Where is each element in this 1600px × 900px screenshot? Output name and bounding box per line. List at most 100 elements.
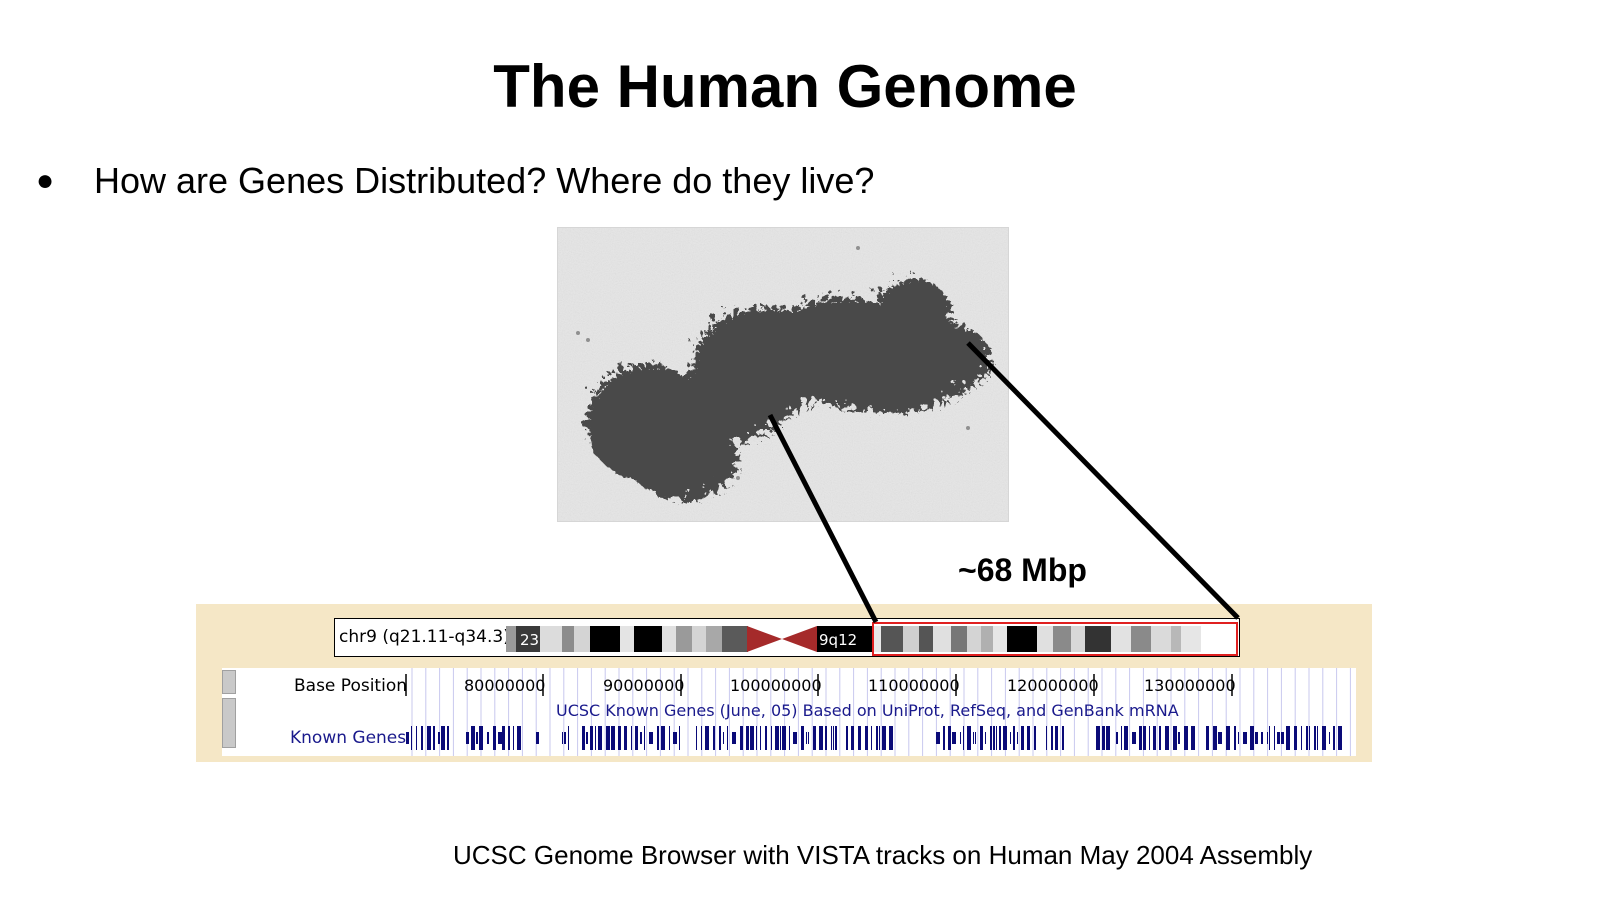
ideogram-band <box>1131 626 1151 652</box>
gene-mark <box>1106 726 1110 750</box>
gene-mark <box>1027 726 1030 750</box>
gene-mark <box>833 726 834 750</box>
chromosome-ideogram: chr9 (q21.11-q34.3) 23 9q12 <box>334 618 1240 657</box>
gene-mark <box>433 726 435 750</box>
gene-mark <box>1306 726 1308 750</box>
chromosome-micrograph <box>557 227 1009 522</box>
ideogram-band <box>676 626 692 652</box>
gene-mark <box>813 726 816 750</box>
gene-mark <box>789 726 790 750</box>
ideogram-band <box>919 626 933 652</box>
gene-mark <box>661 726 665 750</box>
gene-mark <box>1234 726 1236 750</box>
gene-mark <box>1013 726 1015 750</box>
gene-mark <box>1165 726 1169 750</box>
gene-mark <box>756 726 757 750</box>
gene-mark <box>562 732 563 744</box>
ideogram-bands: 23 9q12 <box>506 622 1238 656</box>
ideogram-band <box>590 626 620 652</box>
gene-mark <box>513 726 514 750</box>
gene-mark <box>447 726 449 750</box>
tick-label: 130000000 <box>1144 676 1236 695</box>
tick-label: 120000000 <box>1007 676 1099 695</box>
ideogram-band <box>873 626 881 652</box>
gene-mark <box>568 726 569 750</box>
gene-mark <box>963 726 964 750</box>
gene-mark <box>1010 732 1011 744</box>
gene-mark <box>1277 732 1280 744</box>
ideogram-band <box>1053 626 1071 652</box>
gene-mark <box>943 726 945 750</box>
known-genes-toggle[interactable] <box>222 698 236 748</box>
ideogram-band <box>951 626 967 652</box>
base-position-toggle[interactable] <box>222 670 236 694</box>
gene-mark <box>536 732 539 744</box>
tick-label: 80000000 <box>464 676 546 695</box>
gene-mark <box>640 732 642 744</box>
gene-mark <box>996 726 997 750</box>
ideogram-band <box>620 626 634 652</box>
gene-mark <box>973 732 974 744</box>
gene-mark <box>967 726 971 750</box>
gene-mark <box>1286 726 1290 750</box>
gene-mark <box>611 726 615 750</box>
gene-mark <box>582 726 585 750</box>
gene-mark <box>502 726 505 750</box>
gene-mark <box>479 726 483 750</box>
gene-mark <box>825 726 827 750</box>
gene-mark <box>1055 726 1058 750</box>
gene-mark <box>595 726 596 750</box>
gene-mark <box>750 726 754 750</box>
bullet-text: How are Genes Distributed? Where do they… <box>94 160 875 201</box>
ideogram-band <box>540 626 562 652</box>
gene-mark <box>1309 726 1310 750</box>
gene-mark <box>993 726 995 750</box>
ideogram-band <box>1171 626 1181 652</box>
gene-mark <box>498 732 502 744</box>
gene-mark <box>1238 732 1239 744</box>
gene-mark <box>831 726 832 750</box>
gene-mark <box>1333 726 1335 750</box>
ideogram-band <box>722 626 748 652</box>
gene-mark <box>713 726 715 750</box>
gene-mark <box>649 732 653 744</box>
gene-mark <box>1021 726 1024 750</box>
tick-label: 100000000 <box>730 676 822 695</box>
bullet-dot-icon: ● <box>36 164 55 197</box>
ideogram-band <box>903 626 919 652</box>
known-genes-track[interactable] <box>406 724 1356 752</box>
gene-mark <box>1294 726 1297 750</box>
ideogram-band <box>1151 626 1171 652</box>
gene-mark <box>1267 732 1268 744</box>
gene-mark <box>1255 732 1258 744</box>
gene-mark <box>732 732 736 744</box>
gene-mark <box>1250 726 1254 750</box>
ideogram-band <box>692 626 706 652</box>
gene-mark <box>438 732 440 744</box>
known-genes-label[interactable]: Known Genes <box>290 728 407 748</box>
band-label: 9q12 <box>819 631 857 649</box>
gene-mark <box>618 726 621 750</box>
gene-mark <box>1096 726 1100 750</box>
gene-mark <box>1322 726 1326 750</box>
gene-mark <box>975 732 976 744</box>
chromosome-image <box>558 228 1008 521</box>
ideogram-band <box>1037 626 1053 652</box>
gene-mark <box>705 726 709 750</box>
ideogram-band <box>981 626 993 652</box>
gene-mark <box>775 726 779 750</box>
ideogram-band <box>1181 626 1201 652</box>
gene-mark <box>421 726 423 750</box>
gene-mark <box>466 732 469 744</box>
gene-mark <box>1017 732 1018 744</box>
gene-mark <box>1213 726 1217 750</box>
gene-mark <box>696 726 697 750</box>
gene-mark <box>765 726 767 750</box>
gene-mark <box>416 726 417 750</box>
gene-mark <box>1173 726 1177 750</box>
gene-mark <box>1046 726 1047 750</box>
gene-mark <box>879 726 880 750</box>
gene-mark <box>835 726 837 750</box>
base-position-label[interactable]: Base Position <box>294 676 407 696</box>
gene-mark <box>1159 726 1161 750</box>
